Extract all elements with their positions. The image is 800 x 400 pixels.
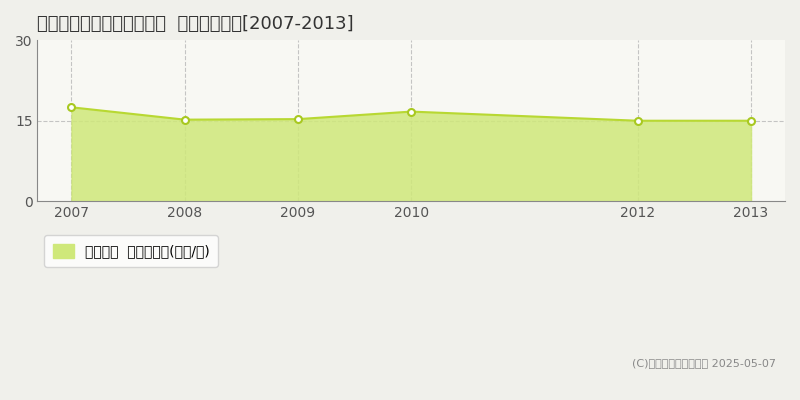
Text: (C)土地価格ドットコム 2025-05-07: (C)土地価格ドットコム 2025-05-07 [632,358,776,368]
Legend: 土地価格  平均坪単価(万円/坪): 土地価格 平均坪単価(万円/坪) [45,236,218,267]
Text: 川辺郡猪名川町つつじが丘  土地価格推移[2007-2013]: 川辺郡猪名川町つつじが丘 土地価格推移[2007-2013] [38,15,354,33]
